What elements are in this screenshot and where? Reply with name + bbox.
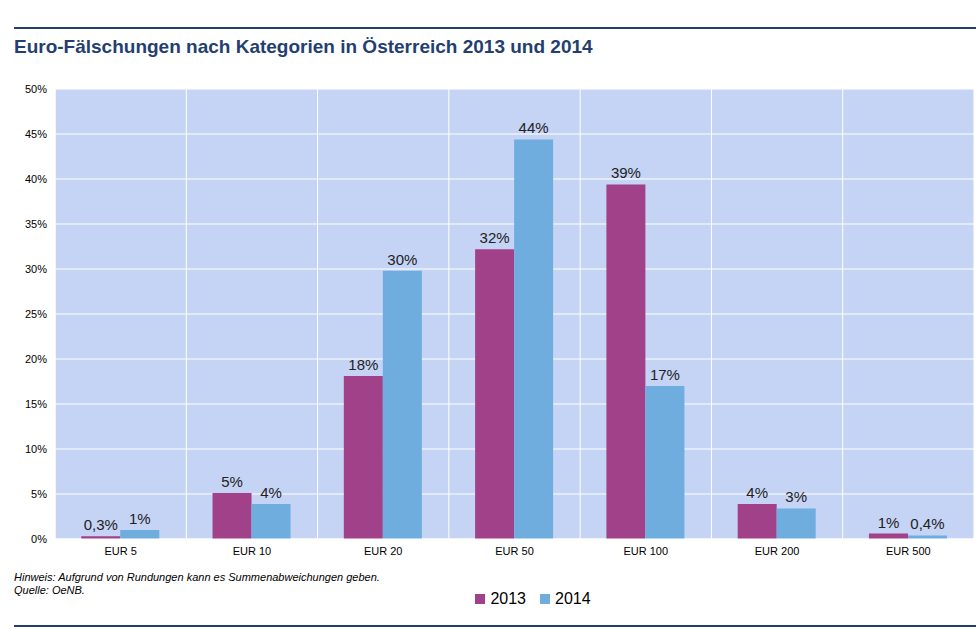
html-text:2013: 2013 [490,590,526,607]
svg-text:39%: 39% [611,164,641,181]
svg-text:0,3%: 0,3% [84,516,118,533]
svg-text:0%: 0% [31,533,47,545]
html-text:Hinweis: Aufgrund von Rundunge: Hinweis: Aufgrund von Rundungen kann es … [14,571,380,583]
html-text:Euro-Fälschungen nach Kategori: Euro-Fälschungen nach Kategorien in Öste… [14,36,593,57]
html-text:2014: 2014 [555,590,591,607]
svg-text:25%: 25% [25,308,47,320]
html-text:Quelle: OeNB.: Quelle: OeNB. [14,584,85,596]
svg-text:1%: 1% [129,510,151,527]
svg-text:45%: 45% [25,128,47,140]
svg-text:30%: 30% [387,251,417,268]
svg-text:50%: 50% [25,83,47,95]
svg-text:EUR 10: EUR 10 [233,545,272,557]
svg-text:32%: 32% [480,229,510,246]
svg-text:30%: 30% [25,263,47,275]
svg-text:18%: 18% [348,356,378,373]
svg-text:5%: 5% [31,488,47,500]
svg-text:4%: 4% [746,484,768,501]
svg-text:3%: 3% [785,488,807,505]
svg-text:44%: 44% [519,119,549,136]
svg-text:17%: 17% [650,366,680,383]
svg-text:0,4%: 0,4% [910,515,944,532]
svg-text:EUR 20: EUR 20 [364,545,403,557]
svg-text:40%: 40% [25,173,47,185]
svg-text:10%: 10% [25,443,47,455]
svg-text:EUR 200: EUR 200 [755,545,800,557]
svg-text:EUR 500: EUR 500 [886,545,931,557]
svg-text:5%: 5% [221,473,243,490]
svg-text:15%: 15% [25,398,47,410]
svg-text:EUR 5: EUR 5 [104,545,136,557]
svg-text:1%: 1% [878,514,900,531]
svg-text:4%: 4% [260,484,282,501]
svg-text:EUR 50: EUR 50 [495,545,534,557]
svg-text:20%: 20% [25,353,47,365]
svg-text:EUR 100: EUR 100 [623,545,668,557]
svg-text:35%: 35% [25,218,47,230]
